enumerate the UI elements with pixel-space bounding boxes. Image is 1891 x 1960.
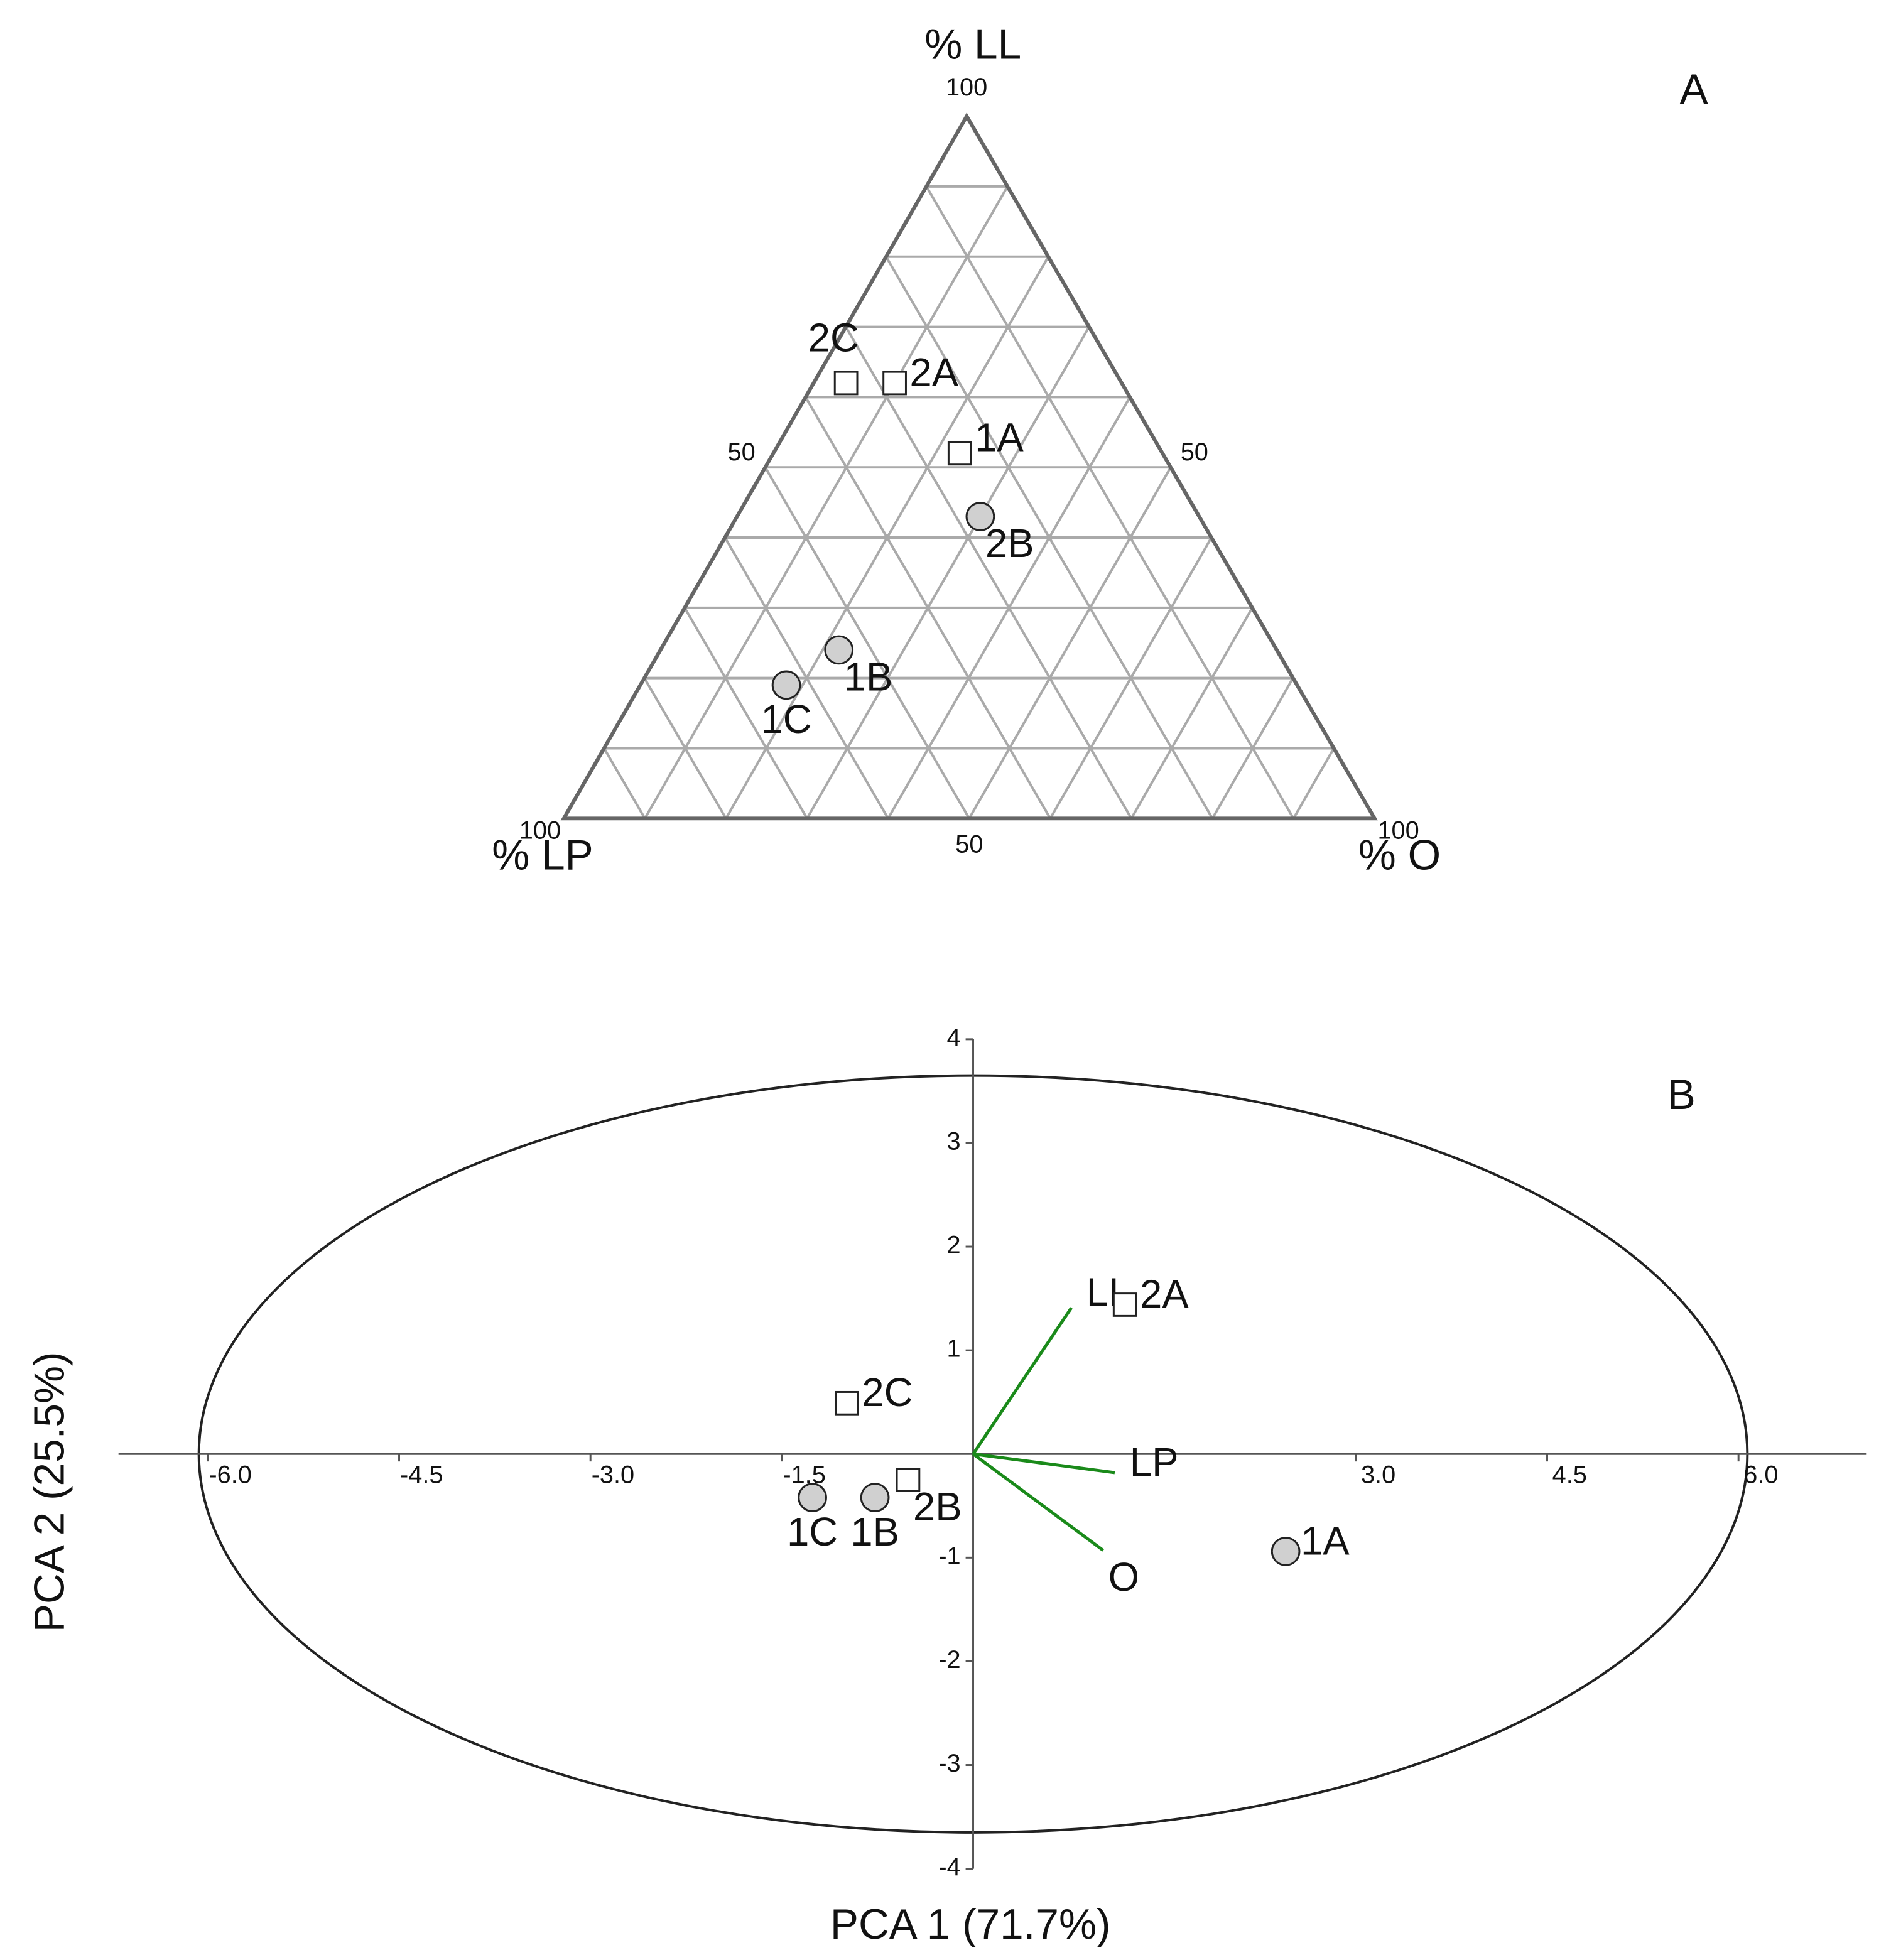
point (771, 670, 801, 700)
grid-line (603, 747, 646, 820)
point (896, 1468, 921, 1492)
point (824, 635, 854, 665)
tick-label: 50 (955, 830, 983, 858)
point (833, 371, 859, 396)
axis-title: % LP (492, 832, 593, 879)
x-axis-title: PCA 1 (71.7%) (830, 1901, 1111, 1948)
grid-line (968, 467, 1172, 820)
tick-label: 100 (1377, 817, 1419, 845)
grid-line (644, 185, 1009, 820)
grid-line (1049, 537, 1213, 820)
y-axis-title: PCA 2 (25.5%) (26, 1352, 73, 1633)
x-tick-label: 4.5 (1552, 1461, 1587, 1488)
grid-line (764, 467, 970, 820)
grid-line (643, 677, 727, 820)
grid-line (723, 537, 889, 820)
tick-label: 50 (1181, 438, 1208, 466)
point-label: 2A (909, 350, 958, 395)
tick-label: 100 (519, 817, 561, 845)
tick-label: 50 (728, 438, 756, 466)
axis-title: % O (1358, 832, 1441, 879)
x-tick-label: -4.5 (400, 1461, 443, 1488)
grid-line (845, 326, 1133, 820)
y-tick-label: 4 (947, 1024, 961, 1051)
point-label: 2C (862, 1370, 913, 1415)
loading-label: LP (1130, 1440, 1179, 1485)
point (1112, 1292, 1137, 1317)
panel-label: A (1680, 66, 1708, 113)
grid-line (1130, 607, 1254, 820)
panel-label: B (1667, 1071, 1696, 1118)
point-label: 2A (1140, 1272, 1189, 1316)
point-label: 1B (850, 1510, 899, 1554)
point-label: 1A (1301, 1519, 1350, 1563)
point (798, 1483, 827, 1512)
point-label: 1C (787, 1510, 838, 1554)
point (860, 1483, 890, 1512)
x-tick-label: -3.0 (592, 1461, 634, 1488)
grid-line (806, 326, 1090, 820)
point-label: 2C (808, 315, 859, 360)
x-tick-label: -6.0 (209, 1461, 251, 1488)
point (965, 502, 995, 531)
y-tick-label: 2 (947, 1232, 961, 1259)
tick-label: 100 (946, 73, 987, 101)
y-tick-label: -2 (938, 1646, 960, 1674)
point-label: 1C (761, 697, 811, 742)
point (947, 441, 972, 466)
point (1271, 1537, 1301, 1566)
loading-vector (972, 1307, 1073, 1455)
grid-line (683, 607, 808, 820)
point-label: 2B (913, 1485, 962, 1529)
x-tick-label: 6.0 (1743, 1461, 1778, 1488)
point-label: 1A (975, 416, 1024, 460)
loading-vector (973, 1452, 1115, 1475)
point-label: 1B (844, 654, 893, 699)
point (835, 1390, 859, 1416)
grid-line (925, 185, 1295, 820)
y-tick-label: -3 (938, 1750, 960, 1777)
grid-line (1211, 677, 1294, 820)
y-tick-label: 1 (947, 1335, 961, 1363)
axis-title: % LL (924, 21, 1021, 68)
y-tick-label: 3 (947, 1127, 961, 1155)
y-tick-label: -4 (938, 1853, 960, 1881)
grid-line (1292, 747, 1335, 820)
loading-label: O (1108, 1555, 1139, 1600)
y-tick-label: -1 (938, 1542, 960, 1570)
point-label: 2B (985, 521, 1034, 566)
x-tick-label: 3.0 (1361, 1461, 1395, 1488)
loading-vector (972, 1453, 1105, 1552)
x-tick-label: -1.5 (783, 1461, 825, 1488)
triangle-frame (560, 112, 1378, 821)
point (882, 371, 907, 396)
